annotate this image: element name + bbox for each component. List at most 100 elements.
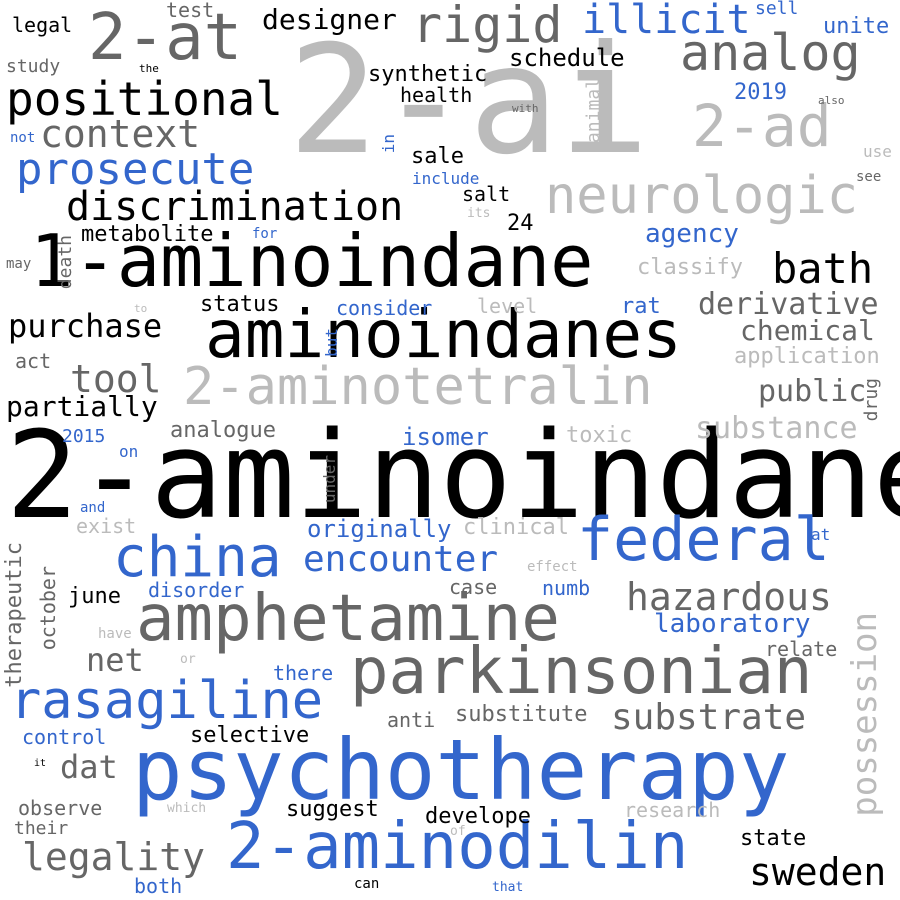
- word-originally: originally: [307, 515, 452, 543]
- word-amphetamine: amphetamine: [136, 582, 560, 656]
- word-but: but: [322, 328, 341, 357]
- word-substrate: substrate: [611, 697, 807, 738]
- word-synthetic: synthetic: [368, 62, 488, 87]
- word-effect: effect: [527, 559, 578, 575]
- word-control: control: [22, 725, 107, 749]
- word-neurologic: neurologic: [545, 166, 859, 226]
- word-2-ad: 2-ad: [692, 92, 832, 160]
- word-context: context: [40, 112, 201, 156]
- word-on: on: [119, 442, 139, 461]
- word-develope: develope: [425, 804, 531, 829]
- word-sell: sell: [755, 0, 799, 19]
- word-parkinsonian: parkinsonian: [350, 635, 813, 709]
- word-china: china: [113, 525, 282, 590]
- word-at: at: [811, 525, 831, 544]
- word-substitute: substitute: [455, 702, 588, 727]
- word-research: research: [624, 798, 721, 822]
- word-hazardous: hazardous: [626, 575, 832, 619]
- word-under: under: [320, 455, 339, 504]
- word-test: test: [166, 0, 215, 22]
- word-use: use: [863, 142, 892, 161]
- word-aminoindanes: aminoindanes: [205, 296, 682, 373]
- word-anti: anti: [387, 708, 436, 732]
- word-illicit: illicit: [582, 0, 751, 43]
- word-there: there: [273, 661, 334, 685]
- word-selective: selective: [190, 723, 310, 748]
- word-net: net: [86, 641, 144, 679]
- word-legal: legal: [12, 13, 73, 37]
- word-positional: positional: [6, 72, 283, 126]
- word-consider: consider: [336, 296, 433, 320]
- word-not: not: [10, 130, 36, 146]
- word-rasagiline: rasagiline: [10, 671, 324, 731]
- word-act: act: [15, 349, 52, 373]
- word-toxic: toxic: [566, 423, 633, 448]
- word-can: can: [354, 876, 380, 892]
- word-its: its: [467, 206, 491, 221]
- word-have: have: [98, 626, 132, 642]
- word-include: include: [412, 169, 480, 188]
- word-it: it: [34, 758, 47, 769]
- word-or: or: [180, 652, 196, 667]
- word-may: may: [6, 256, 32, 272]
- word-dat: dat: [60, 748, 118, 786]
- word-2019: 2019: [734, 80, 787, 105]
- word-see: see: [856, 169, 882, 185]
- word-salt: salt: [462, 182, 511, 206]
- word-exist: exist: [76, 514, 137, 538]
- word-bath: bath: [772, 244, 874, 293]
- word-rigid: rigid: [412, 0, 563, 54]
- word-both: both: [134, 874, 183, 898]
- word-analog: analog: [680, 24, 861, 82]
- word-state: state: [740, 826, 807, 851]
- word-which: which: [167, 801, 207, 816]
- word-classify: classify: [637, 255, 743, 280]
- word-analogue: analogue: [170, 418, 276, 443]
- word-2-at: 2-at: [88, 1, 243, 75]
- word-prosecute: prosecute: [16, 144, 255, 195]
- word-level: level: [477, 294, 538, 318]
- word-with: with: [512, 102, 539, 115]
- word-their: their: [14, 818, 69, 839]
- word-sale: sale: [411, 144, 464, 169]
- word-suggest: suggest: [286, 797, 379, 822]
- word-of: of: [450, 824, 466, 839]
- word-for: for: [252, 226, 278, 242]
- word-death: death: [55, 235, 76, 290]
- word-schedule: schedule: [509, 44, 625, 72]
- word-study: study: [6, 56, 61, 77]
- word-health: health: [400, 83, 473, 107]
- word-metabolite: metabolite: [81, 222, 214, 247]
- word-discrimination: discrimination: [66, 184, 404, 230]
- word-in: in: [379, 134, 398, 154]
- word-psychotherapy: psychotherapy: [132, 721, 790, 819]
- word-june: june: [68, 584, 121, 609]
- word-drug: drug: [861, 378, 882, 422]
- word-public: public: [758, 374, 867, 409]
- word-case: case: [449, 575, 498, 599]
- word-2-ai: 2-ai: [288, 14, 650, 188]
- word-disorder: disorder: [148, 578, 245, 602]
- word-isomer: isomer: [402, 423, 489, 451]
- word-animal: animal: [583, 78, 604, 144]
- word-2-aminotetralin: 2-aminotetralin: [183, 357, 653, 417]
- word-unite: unite: [823, 14, 890, 39]
- word-the: the: [139, 62, 159, 75]
- word-2015: 2015: [62, 426, 106, 447]
- word-to: to: [134, 302, 148, 315]
- word-laboratory: laboratory: [654, 609, 811, 639]
- word-federal: federal: [577, 505, 830, 575]
- word-application: application: [734, 344, 880, 369]
- word-designer: designer: [262, 3, 397, 36]
- word-and: and: [80, 500, 106, 516]
- word-legality: legality: [22, 835, 206, 879]
- word-tool: tool: [70, 357, 162, 401]
- word-rat: rat: [621, 294, 661, 319]
- word-agency: agency: [645, 219, 739, 249]
- word-status: status: [200, 292, 280, 317]
- word-purchase: purchase: [8, 307, 163, 345]
- word-numb: numb: [542, 576, 591, 600]
- word-2-aminodilin: 2-aminodilin: [226, 810, 689, 884]
- word-chemical: chemical: [740, 314, 875, 347]
- word-october: october: [36, 566, 60, 651]
